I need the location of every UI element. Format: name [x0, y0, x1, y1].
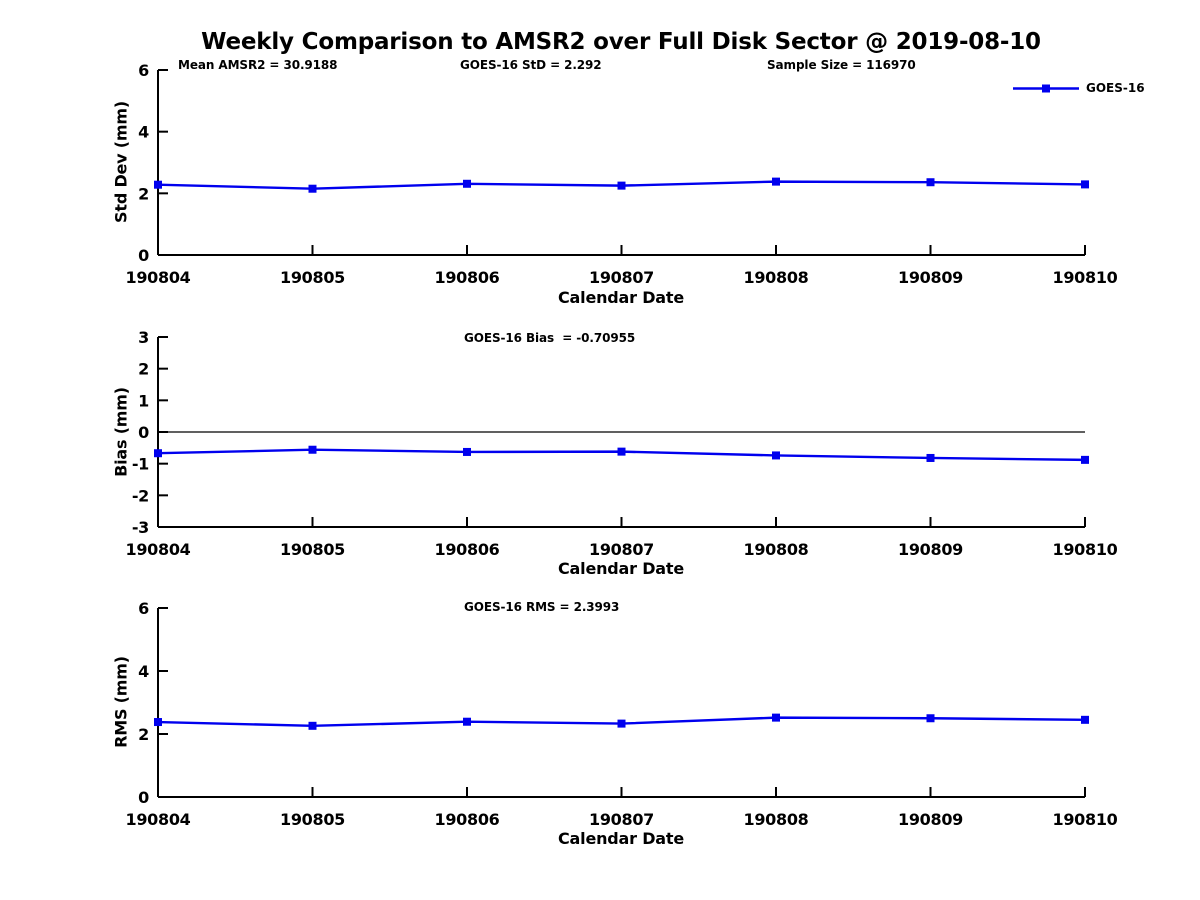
- y-tick-label-std-dev: 2: [138, 184, 149, 203]
- x-tick-label-std-dev: 190810: [1053, 268, 1118, 287]
- x-tick-label-rms: 190804: [126, 810, 191, 829]
- data-point-marker-bias: [772, 451, 780, 460]
- x-tick-label-rms: 190810: [1053, 810, 1118, 829]
- xlabel-rms: Calendar Date: [558, 829, 684, 848]
- data-point-marker-std-dev: [617, 181, 626, 190]
- figure-title: Weekly Comparison to AMSR2 over Full Dis…: [201, 29, 1041, 55]
- x-tick-label-std-dev: 190804: [126, 268, 191, 287]
- y-tick-label-std-dev: 6: [138, 61, 149, 80]
- y-tick-label-rms: 2: [138, 725, 149, 744]
- xlabel-bias: Calendar Date: [558, 559, 684, 578]
- y-tick-label-bias: 1: [138, 391, 149, 410]
- y-tick-label-bias: 3: [138, 328, 149, 347]
- y-tick-label-rms: 0: [138, 788, 149, 807]
- x-tick-label-std-dev: 190807: [589, 268, 654, 287]
- data-point-marker-rms: [772, 713, 780, 722]
- data-point-marker-bias: [308, 445, 317, 454]
- annotation-goes16-rms: GOES-16 RMS = 2.3993: [464, 600, 620, 614]
- y-tick-label-std-dev: 4: [138, 123, 149, 142]
- annotation-mean-amsr2: Mean AMSR2 = 30.9188: [178, 58, 338, 72]
- data-point-marker-std-dev: [463, 179, 471, 188]
- x-tick-label-std-dev: 190808: [744, 268, 809, 287]
- legend-line-marker-icon: [1013, 84, 1079, 92]
- x-tick-label-std-dev: 190805: [280, 268, 345, 287]
- y-tick-label-bias: 2: [138, 360, 149, 379]
- data-point-marker-std-dev: [1081, 180, 1089, 189]
- data-point-marker-bias: [926, 453, 935, 462]
- y-tick-label-rms: 6: [138, 599, 149, 618]
- legend-square-marker-icon: [1042, 84, 1050, 92]
- x-tick-label-std-dev: 190809: [898, 268, 963, 287]
- data-point-marker-bias: [1081, 455, 1089, 464]
- y-tick-label-bias: -3: [132, 518, 149, 537]
- x-tick-label-bias: 190805: [280, 540, 345, 559]
- x-tick-label-bias: 190804: [126, 540, 191, 559]
- x-tick-label-rms: 190807: [589, 810, 654, 829]
- x-tick-label-bias: 190809: [898, 540, 963, 559]
- x-tick-label-rms: 190808: [744, 810, 809, 829]
- data-point-marker-bias: [154, 449, 162, 458]
- y-tick-label-bias: 0: [138, 423, 149, 442]
- y-tick-label-bias: -1: [132, 455, 149, 474]
- data-point-marker-rms: [1081, 715, 1089, 724]
- data-point-marker-rms: [617, 719, 626, 728]
- data-point-marker-bias: [463, 447, 471, 456]
- x-tick-label-bias: 190807: [589, 540, 654, 559]
- data-point-marker-std-dev: [308, 184, 317, 193]
- data-point-marker-std-dev: [772, 177, 780, 186]
- y-tick-label-bias: -2: [132, 486, 149, 505]
- x-tick-label-rms: 190805: [280, 810, 345, 829]
- xlabel-std-dev: Calendar Date: [558, 288, 684, 307]
- data-point-marker-rms: [463, 717, 471, 726]
- x-tick-label-std-dev: 190806: [435, 268, 500, 287]
- y-tick-label-std-dev: 0: [138, 246, 149, 265]
- annotation-goes16-std: GOES-16 StD = 2.292: [460, 58, 602, 72]
- x-tick-label-bias: 190810: [1053, 540, 1118, 559]
- x-tick-label-rms: 190806: [435, 810, 500, 829]
- annotation-goes16-bias: GOES-16 Bias = -0.70955: [464, 331, 636, 345]
- data-point-marker-rms: [926, 714, 935, 723]
- data-point-marker-std-dev: [926, 178, 935, 187]
- x-tick-label-bias: 190806: [435, 540, 500, 559]
- x-tick-label-rms: 190809: [898, 810, 963, 829]
- data-point-marker-rms: [308, 721, 317, 730]
- legend: GOES-16: [1013, 81, 1145, 95]
- legend-label: GOES-16: [1086, 81, 1145, 95]
- data-point-marker-std-dev: [154, 180, 162, 189]
- x-tick-label-bias: 190808: [744, 540, 809, 559]
- data-point-marker-rms: [154, 718, 162, 727]
- annotation-sample-size: Sample Size = 116970: [767, 58, 916, 72]
- y-tick-label-rms: 4: [138, 662, 149, 681]
- data-point-marker-bias: [617, 447, 626, 456]
